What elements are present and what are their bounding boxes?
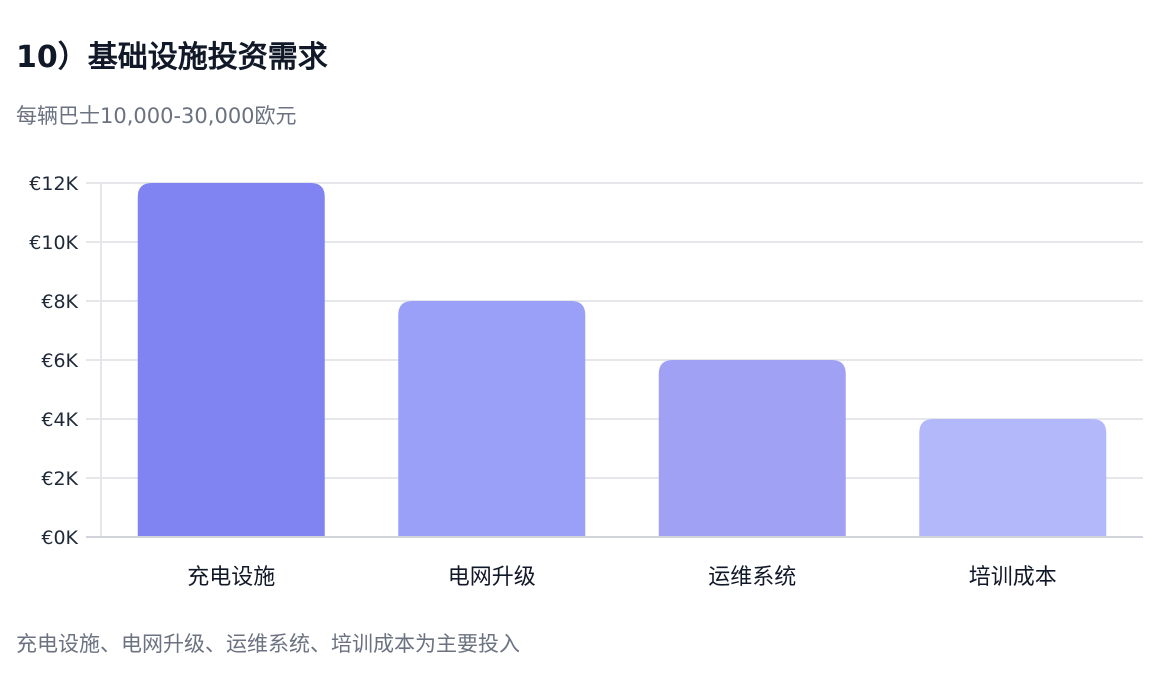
y-tick-label: €8K	[41, 291, 78, 313]
x-tick-label: 电网升级	[448, 565, 536, 590]
bar-2	[398, 301, 586, 537]
bar-1	[137, 183, 325, 537]
y-tick-label: €2K	[41, 468, 78, 490]
bar-3	[658, 360, 846, 537]
bar-4	[919, 419, 1107, 537]
footnote: 充电设施、电网升级、运维系统、培训成本为主要投入	[16, 632, 520, 656]
x-tick-label: 运维系统	[708, 565, 796, 590]
x-tick-label: 充电设施	[187, 565, 275, 590]
x-tick-label: 培训成本	[969, 565, 1057, 590]
y-tick-label: €4K	[41, 409, 78, 431]
y-tick-label: €0K	[41, 527, 78, 549]
subtitle: 每辆巴士10,000-30,000欧元	[16, 104, 297, 128]
y-tick-label: €6K	[41, 350, 78, 372]
y-tick-label: €10K	[29, 232, 78, 254]
page-title: 10）基础设施投资需求	[16, 40, 328, 75]
y-tick-label: €12K	[29, 173, 78, 195]
